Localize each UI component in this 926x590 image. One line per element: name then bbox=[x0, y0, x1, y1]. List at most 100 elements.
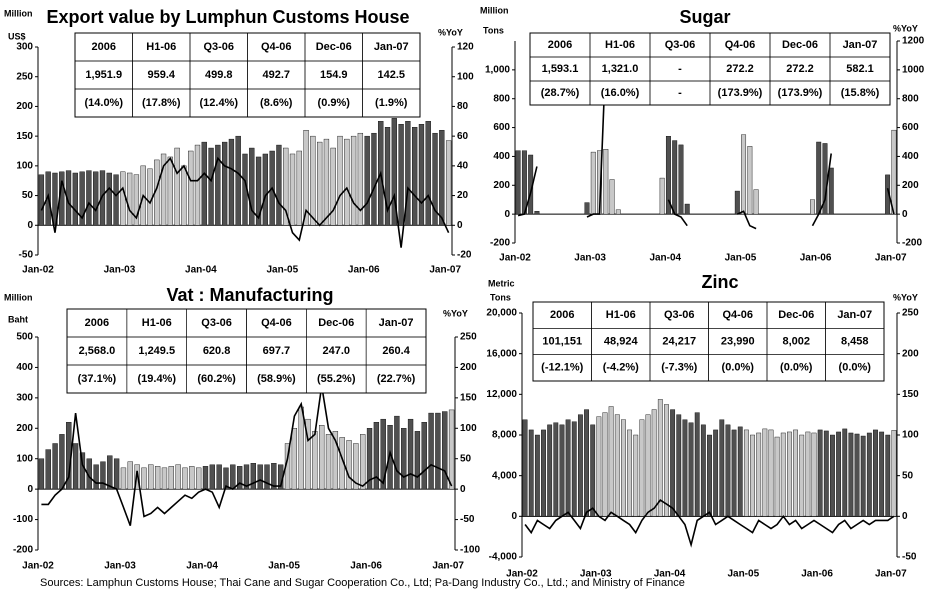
y2-tick-label: 20 bbox=[457, 190, 469, 201]
table-cell-text: Q3-06 bbox=[665, 39, 696, 51]
table-cell-text: (14.0%) bbox=[84, 97, 123, 109]
y2-tick-label: 50 bbox=[902, 470, 914, 481]
y-tick-label: -100 bbox=[13, 514, 33, 525]
x-tick-label: Jan-06 bbox=[801, 569, 833, 580]
bar bbox=[72, 172, 78, 226]
y2-axis-label: %YoY bbox=[443, 308, 468, 318]
table-cell-text: - bbox=[678, 87, 682, 99]
bar bbox=[237, 466, 243, 490]
bar bbox=[235, 135, 241, 226]
bar bbox=[330, 147, 336, 226]
bar bbox=[100, 461, 106, 490]
y2-tick-label: 1200 bbox=[902, 36, 925, 47]
x-tick-label: Jan-03 bbox=[104, 561, 136, 572]
bar bbox=[161, 467, 168, 490]
bar bbox=[602, 412, 608, 517]
bar bbox=[734, 190, 740, 215]
yoy-line bbox=[524, 499, 895, 548]
bar bbox=[209, 464, 215, 490]
bar bbox=[357, 132, 364, 226]
table-cell-text: 8,002 bbox=[782, 335, 810, 347]
bar bbox=[816, 141, 822, 215]
bar bbox=[86, 170, 92, 226]
table-cell-text: 582.1 bbox=[846, 63, 874, 75]
table-cell-text: Q3-06 bbox=[203, 41, 234, 53]
bar bbox=[168, 466, 174, 490]
bar bbox=[713, 429, 719, 517]
table-cell-text: (173.9%) bbox=[718, 87, 763, 99]
y2-tick-label: 80 bbox=[457, 101, 469, 112]
bar bbox=[885, 434, 891, 517]
y-tick-label: 20,000 bbox=[486, 308, 517, 319]
x-tick-label: Jan-04 bbox=[649, 253, 681, 264]
bar bbox=[559, 424, 565, 517]
y2-tick-label: 0 bbox=[457, 220, 463, 231]
table-cell-text: (0.0%) bbox=[839, 362, 872, 374]
y-tick-label: 600 bbox=[493, 122, 510, 133]
x-tick-label: Jan-02 bbox=[506, 569, 538, 580]
table-cell-text: (16.0%) bbox=[601, 87, 640, 99]
bar bbox=[682, 419, 688, 517]
y2-tick-label: 400 bbox=[902, 151, 919, 162]
bar bbox=[891, 430, 897, 517]
chart-title: Vat : Manufacturing bbox=[166, 285, 333, 305]
y-tick-label: 250 bbox=[16, 71, 33, 82]
bar bbox=[747, 146, 753, 215]
y2-tick-label: -50 bbox=[460, 514, 475, 525]
source-note: Sources: Lamphun Customs House; Thai Can… bbox=[40, 577, 685, 589]
chart-title: Export value by Lumphun Customs House bbox=[46, 7, 409, 27]
bar bbox=[250, 463, 256, 490]
table-cell-text: (1.9%) bbox=[375, 97, 408, 109]
table-cell-text: 2,568.0 bbox=[79, 345, 116, 357]
y2-tick-label: 100 bbox=[460, 423, 477, 434]
yoy-line bbox=[41, 385, 453, 526]
table-cell-text: Jan-07 bbox=[843, 39, 878, 51]
y-axis-label: US$ bbox=[8, 31, 26, 41]
bar bbox=[609, 179, 615, 215]
y-axis-label: Baht bbox=[8, 314, 28, 324]
y-tick-label: 50 bbox=[22, 190, 34, 201]
bar bbox=[445, 140, 452, 226]
table-cell-text: Dec-06 bbox=[316, 41, 352, 53]
y-tick-label: 4,000 bbox=[492, 470, 517, 481]
bar bbox=[298, 406, 304, 490]
chart-title: Zinc bbox=[701, 272, 738, 292]
table-cell-text: H1-06 bbox=[142, 317, 172, 329]
y2-tick-label: -50 bbox=[902, 552, 917, 563]
table-cell-text: 697.7 bbox=[263, 345, 291, 357]
bar bbox=[384, 127, 391, 226]
y-tick-label: -200 bbox=[13, 545, 33, 556]
table-cell-text: Dec-06 bbox=[318, 317, 354, 329]
x-tick-label: Jan-03 bbox=[104, 265, 136, 276]
bar bbox=[221, 141, 228, 226]
bar bbox=[264, 464, 270, 490]
bar bbox=[633, 434, 639, 517]
bar bbox=[762, 428, 768, 517]
bar bbox=[181, 165, 187, 226]
table-cell-text: 23,990 bbox=[721, 335, 755, 347]
bar bbox=[651, 409, 657, 517]
bar bbox=[639, 419, 645, 517]
bar bbox=[694, 412, 700, 517]
bar bbox=[230, 464, 236, 490]
bar bbox=[72, 443, 79, 490]
bar bbox=[276, 144, 282, 226]
table-cell-text: (-12.1%) bbox=[541, 362, 584, 374]
table-cell-text: Q3-06 bbox=[201, 317, 232, 329]
x-tick-label: Jan-06 bbox=[350, 561, 382, 572]
y2-tick-label: 250 bbox=[460, 332, 477, 343]
x-tick-label: Jan-07 bbox=[875, 569, 907, 580]
table-cell-text: 2006 bbox=[548, 39, 572, 51]
bar bbox=[541, 429, 546, 517]
table-cell-text: 492.7 bbox=[262, 69, 290, 81]
y2-tick-label: -20 bbox=[457, 250, 472, 261]
table-cell-text: Q4-06 bbox=[261, 317, 292, 329]
x-tick-label: Jan-02 bbox=[499, 253, 531, 264]
table-cell-text: - bbox=[678, 63, 682, 75]
y-tick-label: 400 bbox=[16, 362, 33, 373]
y2-tick-label: 50 bbox=[460, 453, 472, 464]
bar bbox=[228, 138, 235, 226]
x-tick-label: Jan-07 bbox=[875, 253, 907, 264]
bar bbox=[120, 467, 127, 490]
